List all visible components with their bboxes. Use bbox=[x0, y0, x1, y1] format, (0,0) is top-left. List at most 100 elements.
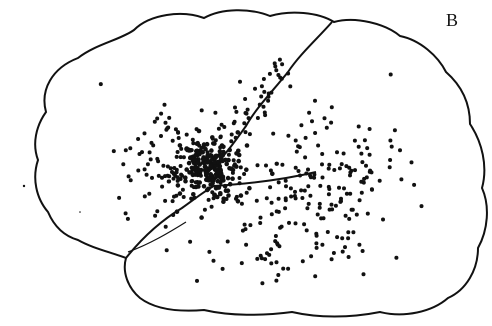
activation-dot bbox=[286, 267, 290, 271]
activation-dot bbox=[99, 82, 103, 86]
activation-dot bbox=[313, 99, 317, 103]
activation-dot bbox=[267, 92, 271, 96]
activation-dot bbox=[313, 131, 317, 135]
activation-dot bbox=[283, 206, 287, 210]
activation-dot bbox=[219, 181, 223, 185]
activation-dot bbox=[155, 209, 159, 213]
activation-dot bbox=[360, 191, 364, 195]
activation-dot bbox=[353, 168, 357, 172]
activation-dot bbox=[153, 120, 157, 124]
activation-dot bbox=[214, 154, 219, 159]
activation-dot bbox=[164, 225, 168, 229]
activation-dot bbox=[347, 255, 351, 259]
activation-dot bbox=[327, 167, 331, 171]
activation-dot bbox=[299, 188, 303, 192]
activation-dot bbox=[359, 152, 363, 156]
activation-dot bbox=[256, 163, 260, 167]
activation-dot bbox=[341, 250, 345, 254]
activation-dot bbox=[325, 126, 329, 130]
activation-dot bbox=[368, 127, 372, 131]
activation-dot bbox=[242, 172, 246, 176]
activation-dot bbox=[399, 177, 403, 181]
activation-dot bbox=[275, 241, 279, 245]
activation-dot bbox=[327, 163, 331, 167]
activation-dot bbox=[240, 261, 244, 265]
activation-dot bbox=[353, 139, 357, 143]
activation-dot bbox=[410, 160, 414, 164]
activation-dot bbox=[363, 138, 367, 142]
activation-dot bbox=[248, 223, 252, 227]
activation-dot bbox=[293, 190, 297, 194]
activation-dot bbox=[280, 163, 284, 167]
activation-dot bbox=[171, 199, 175, 203]
activation-dot bbox=[218, 145, 222, 149]
activation-dot bbox=[274, 279, 278, 283]
activation-dot bbox=[128, 146, 132, 150]
activation-dot bbox=[263, 113, 267, 117]
activation-dot bbox=[181, 188, 185, 192]
activation-dot bbox=[196, 184, 201, 189]
activation-dot bbox=[160, 185, 164, 189]
activation-dot bbox=[197, 144, 201, 148]
activation-dot bbox=[294, 139, 298, 143]
activation-dot bbox=[198, 169, 203, 174]
activation-dot bbox=[183, 179, 188, 184]
activation-dot bbox=[179, 173, 183, 177]
activation-dot bbox=[248, 132, 252, 136]
activation-dot bbox=[337, 186, 341, 190]
activation-dot bbox=[255, 199, 259, 203]
activation-dot bbox=[166, 165, 170, 169]
activation-dot bbox=[347, 217, 351, 221]
activation-dot bbox=[190, 184, 194, 188]
activation-dot bbox=[231, 171, 235, 175]
activation-dot bbox=[300, 196, 304, 200]
activation-dot bbox=[176, 179, 180, 183]
activation-dot bbox=[148, 150, 152, 154]
activation-dot bbox=[275, 260, 279, 264]
activation-dot bbox=[211, 179, 215, 183]
activation-dot bbox=[150, 176, 154, 180]
activation-dot bbox=[147, 192, 151, 196]
activation-dot bbox=[357, 145, 361, 149]
activation-dot bbox=[393, 128, 397, 132]
activation-dot bbox=[172, 177, 176, 181]
activation-dot bbox=[370, 170, 374, 174]
activation-dot bbox=[136, 137, 140, 141]
activation-dot bbox=[284, 184, 288, 188]
activation-dot bbox=[177, 136, 181, 140]
activation-dot bbox=[330, 105, 334, 109]
activation-dot bbox=[171, 139, 175, 143]
activation-dot bbox=[313, 274, 317, 278]
activation-dot bbox=[326, 230, 330, 234]
activation-dot bbox=[318, 206, 322, 210]
activation-dot bbox=[381, 218, 385, 222]
activation-dot bbox=[323, 116, 327, 120]
activation-dot bbox=[305, 206, 309, 210]
activation-dot bbox=[117, 196, 121, 200]
activation-dot bbox=[378, 179, 382, 183]
activation-dot bbox=[420, 204, 424, 208]
activation-dot bbox=[232, 164, 236, 168]
activation-dot bbox=[233, 106, 237, 110]
activation-dot bbox=[314, 241, 318, 245]
activation-dot bbox=[227, 148, 232, 153]
activation-dot bbox=[390, 145, 394, 149]
activation-dot bbox=[304, 136, 308, 140]
activation-dot bbox=[171, 213, 175, 217]
activation-dot bbox=[230, 176, 235, 181]
activation-dot bbox=[245, 191, 249, 195]
activation-dot bbox=[329, 121, 333, 125]
activation-dot bbox=[205, 188, 210, 193]
activation-dot bbox=[266, 99, 270, 103]
activation-dot bbox=[343, 245, 347, 249]
activation-dot bbox=[176, 130, 180, 134]
activation-dot bbox=[309, 254, 313, 258]
activation-dot bbox=[362, 272, 366, 276]
activation-dot bbox=[256, 116, 260, 120]
activation-dot bbox=[318, 184, 322, 188]
activation-dot bbox=[315, 234, 319, 238]
activation-dot bbox=[210, 205, 214, 209]
activation-dot bbox=[240, 202, 244, 206]
activation-dot bbox=[361, 249, 365, 253]
activation-dot bbox=[210, 190, 214, 194]
